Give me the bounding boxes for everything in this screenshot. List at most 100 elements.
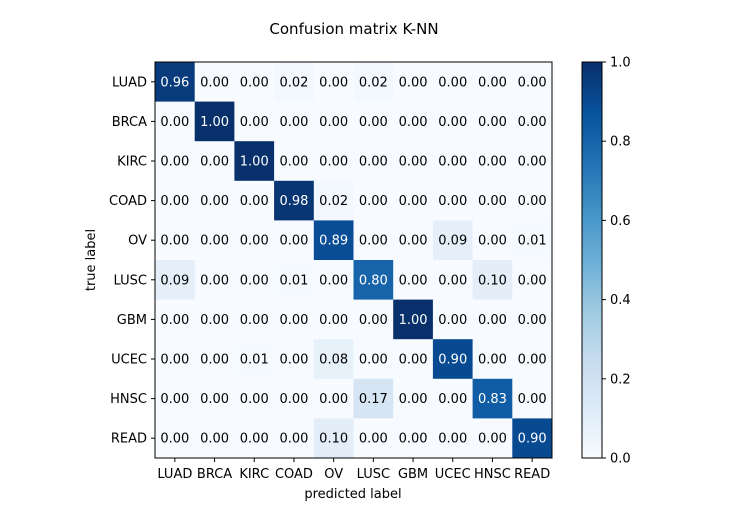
heatmap-cell (512, 418, 553, 459)
colorbar-tick-label: 0.8 (610, 135, 631, 150)
cell-value-label: 0.01 (240, 353, 269, 368)
heatmap-cell (155, 260, 196, 301)
heatmap-cell (155, 418, 196, 459)
cell-value-label: 0.00 (518, 392, 547, 407)
cell-value-label: 0.00 (399, 392, 428, 407)
colorbar-tick-label: 0.4 (610, 293, 631, 308)
heatmap-cell (313, 101, 354, 142)
cell-value-label: 0.00 (160, 313, 189, 328)
cell-value-label: 0.80 (359, 273, 388, 288)
heatmap-cell (313, 220, 354, 261)
cell-value-label: 0.10 (478, 273, 507, 288)
cell-value-label: 0.00 (200, 273, 229, 288)
cell-value-label: 0.00 (478, 313, 507, 328)
cell-value-label: 0.00 (478, 353, 507, 368)
heatmap-cell (353, 299, 394, 340)
heatmap-cell (472, 101, 513, 142)
heatmap-cell (234, 378, 275, 419)
cell-value-label: 0.17 (359, 392, 388, 407)
heatmap-cells (155, 62, 553, 459)
heatmap-cell (393, 141, 434, 182)
cell-value-label: 0.00 (518, 194, 547, 209)
heatmap-cell (353, 180, 394, 221)
cell-value-label: 0.00 (359, 353, 388, 368)
heatmap-cell (393, 378, 434, 419)
cell-value-label: 0.00 (478, 155, 507, 170)
heatmap-cell (155, 180, 196, 221)
heatmap-cell (472, 339, 513, 380)
cell-value-label: 0.00 (160, 155, 189, 170)
heatmap-cell (472, 260, 513, 301)
heatmap-cell (194, 62, 235, 103)
cell-value-label: 0.00 (240, 194, 269, 209)
heatmap-cell (234, 180, 275, 221)
heatmap-cell (512, 220, 553, 261)
colorbar-ticks: 0.0 0.2 0.4 0.6 0.8 1.0 (602, 56, 631, 467)
heatmap-cell (234, 62, 275, 103)
heatmap-cell (194, 220, 235, 261)
cell-value-label: 0.00 (160, 115, 189, 130)
cell-value-label: 0.00 (438, 392, 467, 407)
plot-frame (154, 61, 553, 459)
heatmap-cell (313, 141, 354, 182)
heatmap-cell (155, 220, 196, 261)
heatmap-cell (432, 260, 474, 301)
cell-value-label: 0.89 (319, 234, 348, 249)
cell-value-label: 0.00 (359, 432, 388, 447)
heatmap-cell (512, 101, 553, 142)
heatmap-cell (313, 418, 354, 459)
heatmap-cell (234, 141, 275, 182)
cell-value-label: 0.00 (200, 155, 229, 170)
x-tick-label: COAD (275, 467, 313, 482)
x-tick-label: LUAD (157, 467, 192, 482)
y-tick-label: COAD (109, 194, 147, 209)
cell-value-label: 0.00 (438, 273, 467, 288)
cell-value-label: 0.00 (160, 432, 189, 447)
cell-value-label: 0.00 (240, 392, 269, 407)
x-tick-label: BRCA (197, 467, 232, 482)
heatmap-cell (393, 62, 434, 103)
colorbar (581, 61, 603, 459)
y-tick-label: UCEC (111, 353, 147, 368)
heatmap-cell (313, 339, 354, 380)
x-tick-label: OV (324, 467, 343, 482)
cell-value-label: 0.00 (359, 155, 388, 170)
cell-value-label: 0.00 (518, 353, 547, 368)
cell-value-label: 0.00 (359, 194, 388, 209)
y-tick-label: BRCA (112, 115, 147, 130)
cell-value-label: 0.90 (438, 353, 467, 368)
heatmap-cell (155, 62, 196, 103)
heatmap-cell (234, 339, 275, 380)
cell-value-label: 0.96 (160, 75, 189, 90)
cell-value-label: 1.00 (399, 313, 428, 328)
cell-value-label: 0.02 (319, 194, 348, 209)
cell-value-label: 0.00 (319, 75, 348, 90)
heatmap-cell (274, 141, 315, 182)
cell-value-label: 0.00 (518, 155, 547, 170)
heatmap-cell (353, 339, 394, 380)
heatmap-cell (353, 418, 394, 459)
cell-value-label: 0.00 (359, 115, 388, 130)
x-tick-label: LUSC (357, 467, 390, 482)
cell-value-label: 0.00 (240, 273, 269, 288)
heatmap-cell (194, 141, 235, 182)
cell-value-label: 0.00 (319, 273, 348, 288)
heatmap-cell (393, 260, 434, 301)
cell-value-label: 0.00 (240, 234, 269, 249)
heatmap-cell (393, 101, 434, 142)
x-tick-label: GBM (398, 467, 428, 482)
heatmap-cell (393, 180, 434, 221)
cell-value-label: 0.00 (399, 155, 428, 170)
cell-value-label: 0.00 (399, 273, 428, 288)
heatmap-cell (353, 220, 394, 261)
y-tick-label: READ (111, 432, 147, 447)
cell-value-label: 0.08 (319, 353, 348, 368)
cell-value-label: 0.00 (200, 75, 229, 90)
heatmap-cell (512, 299, 553, 340)
heatmap-cell (353, 101, 394, 142)
x-axis-ticks: LUAD BRCA KIRC COAD OV LUSC GBM UCEC HNSC READ (157, 458, 550, 482)
heatmap-cell (194, 101, 235, 142)
cell-value-label: 0.00 (160, 234, 189, 249)
heatmap-cell (155, 141, 196, 182)
cell-value-label: 0.00 (319, 392, 348, 407)
